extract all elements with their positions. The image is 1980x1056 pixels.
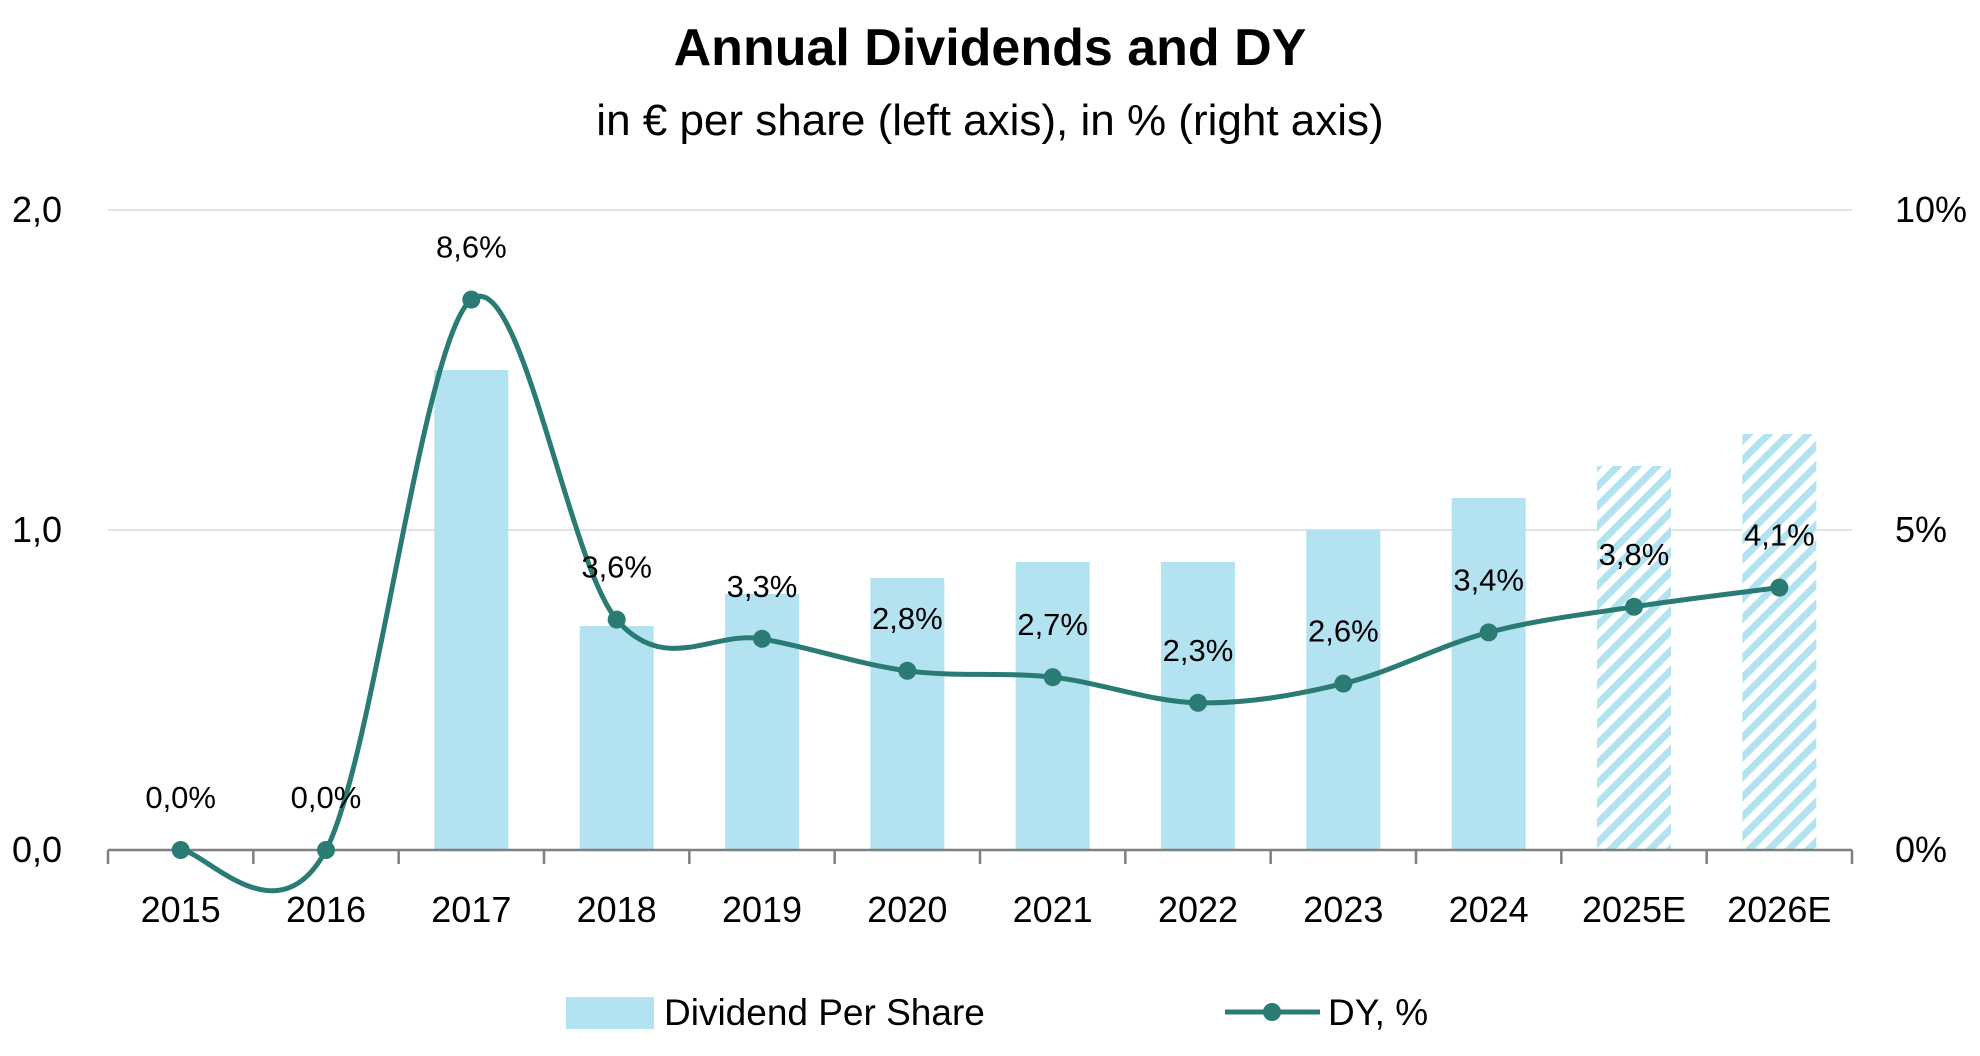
dy-label-2016: 0,0% xyxy=(291,780,362,815)
dy-point-2024 xyxy=(1479,623,1498,642)
x-tick-label-2015: 2015 xyxy=(141,889,221,930)
dy-point-2016 xyxy=(317,841,335,859)
dy-point-2025E xyxy=(1625,597,1643,616)
legend-label-dy: DY, % xyxy=(1328,992,1428,1033)
y-right-tick-label: 10% xyxy=(1895,189,1967,230)
dy-point-2019 xyxy=(753,629,771,648)
dy-label-2023: 2,6% xyxy=(1308,614,1379,649)
y-left-tick-label: 0,0 xyxy=(12,829,62,870)
dy-point-2020 xyxy=(898,661,917,680)
x-tick-label-2025E: 2025E xyxy=(1582,889,1686,930)
x-tick-label-2018: 2018 xyxy=(577,889,657,930)
bar-2024 xyxy=(1451,498,1526,850)
dy-label-2022: 2,3% xyxy=(1163,633,1234,668)
dy-point-2026E xyxy=(1770,578,1789,597)
y-right-tick-label: 0% xyxy=(1895,829,1947,870)
x-tick-label-2019: 2019 xyxy=(722,889,802,930)
bar-2020 xyxy=(870,578,945,850)
bar-2021 xyxy=(1015,562,1090,850)
chart-subtitle: in € per share (left axis), in % (right … xyxy=(596,96,1384,145)
x-tick-label-2020: 2020 xyxy=(867,889,947,930)
dy-label-2026E: 4,1% xyxy=(1744,518,1815,553)
x-tick-label-2026E: 2026E xyxy=(1727,889,1831,930)
legend: Dividend Per Share DY, % xyxy=(566,992,1428,1033)
y-left-tick-label: 1,0 xyxy=(12,509,62,550)
bar-2017 xyxy=(434,370,509,850)
legend-swatch-dividend xyxy=(566,997,654,1029)
y-right-tick-label: 5% xyxy=(1895,509,1947,550)
dy-label-2015: 0,0% xyxy=(145,780,216,815)
data-labels: 0,0% 0,0% 8,6% 3,6% 3,3% 2,8% 2,7% 2,3% 2,6% 3,4%… xyxy=(145,230,1814,815)
chart-title: Annual Dividends and DY xyxy=(673,19,1307,77)
legend-label-dividend: Dividend Per Share xyxy=(664,992,985,1033)
x-tick-label-2021: 2021 xyxy=(1013,889,1093,930)
bar-2026E xyxy=(1742,434,1817,850)
gridlines xyxy=(108,209,1852,531)
dy-label-2018: 3,6% xyxy=(581,550,652,585)
dy-point-2022 xyxy=(1189,693,1207,712)
dy-point-2021 xyxy=(1043,668,1062,687)
dy-line xyxy=(180,293,1780,894)
dy-point-2015 xyxy=(171,841,190,859)
x-tick-label-2024: 2024 xyxy=(1449,889,1529,930)
dy-point-2018 xyxy=(607,610,626,629)
dy-point-2017 xyxy=(462,290,481,309)
y-left-tick-label: 2,0 xyxy=(12,189,62,230)
dy-label-2025E: 3,8% xyxy=(1599,537,1670,572)
legend-marker-dy xyxy=(1263,1003,1281,1021)
bar-2018 xyxy=(579,626,654,850)
dy-point-2023 xyxy=(1334,674,1353,693)
dy-label-2024: 3,4% xyxy=(1453,562,1524,597)
axes: 0,0 1,0 2,0 0% 5% 10% 2015 2016 2017 2018 2019 2020… xyxy=(12,189,1967,930)
line-series xyxy=(171,290,1789,894)
bar-2025E xyxy=(1597,466,1671,850)
dy-label-2021: 2,7% xyxy=(1017,607,1088,642)
x-tick-label-2017: 2017 xyxy=(431,889,511,930)
x-tick-label-2016: 2016 xyxy=(286,889,366,930)
dy-label-2019: 3,3% xyxy=(727,569,798,604)
dy-label-2020: 2,8% xyxy=(872,601,943,636)
x-tick-label-2023: 2023 xyxy=(1303,889,1383,930)
x-tick-label-2022: 2022 xyxy=(1158,889,1238,930)
dy-label-2017: 8,6% xyxy=(436,230,507,265)
